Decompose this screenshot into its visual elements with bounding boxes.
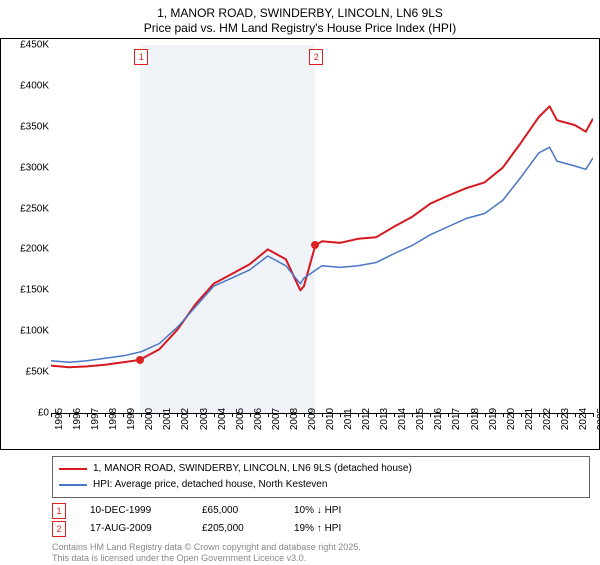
x-tick [593,413,594,417]
x-tick-label: 2015 [415,408,426,430]
x-tick-label: 2006 [253,408,264,430]
y-tick-label: £400K [20,80,49,91]
y-tick-label: £250K [20,203,49,214]
legend-swatch [59,484,87,486]
plot-area: 12 [51,45,593,413]
x-tick-label: 2025 [596,408,600,430]
transaction-marker: 1 [134,49,148,65]
x-tick-label: 1997 [90,408,101,430]
x-tick-label: 2004 [217,408,228,430]
x-tick-label: 2022 [542,408,553,430]
legend-swatch [59,468,87,470]
y-tick-label: £350K [20,121,49,132]
legend: 1, MANOR ROAD, SWINDERBY, LINCOLN, LN6 9… [52,456,590,498]
x-tick-label: 1998 [108,408,119,430]
x-tick-label: 1999 [126,408,137,430]
x-tick-label: 2008 [289,408,300,430]
attribution-line-2: This data is licensed under the Open Gov… [52,553,590,564]
x-tick-label: 2003 [199,408,210,430]
transaction-price: £205,000 [202,520,270,538]
transaction-delta: 10% ↓ HPI [294,502,374,520]
transaction-date: 10-DEC-1999 [90,502,178,520]
x-tick-label: 2019 [488,408,499,430]
transaction-marker-inline: 1 [52,503,66,519]
transaction-table: 1 10-DEC-1999 £65,000 10% ↓ HPI 2 17-AUG-2009… [52,502,590,538]
title-line-2: Price paid vs. HM Land Registry's House … [4,21,596,36]
x-tick-label: 2020 [506,408,517,430]
transaction-marker: 2 [309,49,323,65]
y-tick-label: £50K [26,367,49,378]
x-axis: 1995199619971998199920002001200220032004… [51,413,593,449]
x-tick-label: 2021 [524,408,535,430]
series-line-1 [51,147,593,362]
x-tick-label: 2024 [578,408,589,430]
title-block: 1, MANOR ROAD, SWINDERBY, LINCOLN, LN6 9… [0,0,600,38]
y-tick-label: £300K [20,162,49,173]
x-tick-label: 2009 [307,408,318,430]
attribution-line-1: Contains HM Land Registry data © Crown c… [52,542,590,553]
y-tick-label: £150K [20,285,49,296]
x-tick-label: 2010 [325,408,336,430]
x-tick-label: 2018 [470,408,481,430]
x-tick-label: 2011 [343,408,354,430]
x-tick-label: 2005 [235,408,246,430]
chart-container: 1, MANOR ROAD, SWINDERBY, LINCOLN, LN6 9… [0,0,600,560]
x-tick-label: 2016 [433,408,444,430]
chart-frame: £0 £50K £100K £150K £200K £250K £300K £350K £400… [0,38,600,450]
x-tick-label: 2014 [397,408,408,430]
transaction-row: 2 17-AUG-2009 £205,000 19% ↑ HPI [52,520,590,538]
transaction-date: 17-AUG-2009 [90,520,178,538]
y-zero-line [51,413,593,414]
x-tick-label: 2012 [361,408,372,430]
y-tick-label: £450K [20,40,49,51]
x-tick-label: 2000 [144,408,155,430]
transaction-row: 1 10-DEC-1999 £65,000 10% ↓ HPI [52,502,590,520]
y-tick-label: £200K [20,244,49,255]
y-tick-label: £0 [38,408,49,419]
x-tick-label: 2007 [271,408,282,430]
transaction-marker-inline: 2 [52,521,66,537]
y-tick-label: £100K [20,326,49,337]
transaction-delta: 19% ↑ HPI [294,520,374,538]
x-tick-label: 2001 [162,408,173,430]
price-point [311,241,319,249]
legend-item: HPI: Average price, detached house, Nort… [59,477,583,493]
x-tick-label: 2002 [180,408,191,430]
y-axis: £0£50K£100K£150K£200K£250K£300K£350K£400… [1,45,51,413]
attribution: Contains HM Land Registry data © Crown c… [52,542,590,565]
series-line-0 [51,106,593,367]
legend-item: 1, MANOR ROAD, SWINDERBY, LINCOLN, LN6 9… [59,461,583,477]
legend-label: 1, MANOR ROAD, SWINDERBY, LINCOLN, LN6 9… [93,461,412,477]
transaction-price: £65,000 [202,502,270,520]
price-point [136,356,144,364]
x-tick-label: 1995 [54,408,65,430]
x-tick-label: 1996 [72,408,83,430]
x-tick-label: 2017 [451,408,462,430]
x-tick-label: 2013 [379,408,390,430]
legend-label: HPI: Average price, detached house, Nort… [93,477,327,493]
series-svg [51,45,593,413]
title-line-1: 1, MANOR ROAD, SWINDERBY, LINCOLN, LN6 9… [4,6,596,21]
x-tick-label: 2023 [560,408,571,430]
